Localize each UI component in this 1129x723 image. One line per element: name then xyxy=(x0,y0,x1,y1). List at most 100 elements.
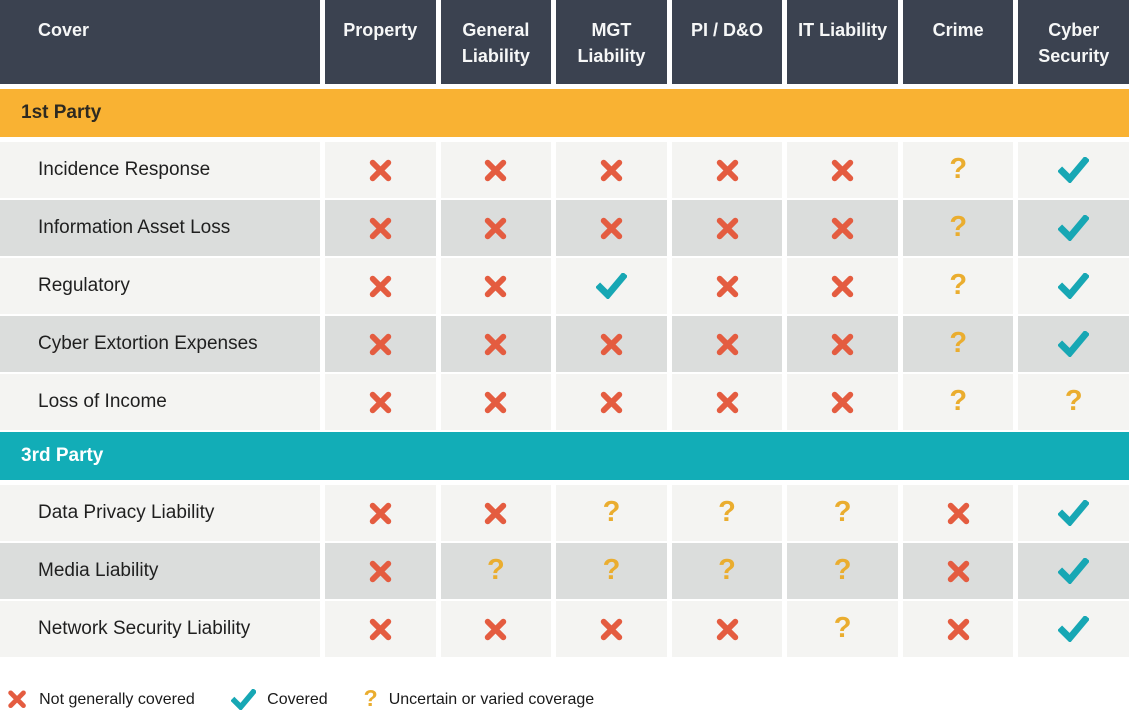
coverage-cell xyxy=(787,316,898,372)
cross-icon xyxy=(600,391,623,413)
coverage-cell xyxy=(325,374,436,430)
coverage-cell xyxy=(671,200,783,256)
table-row: Regulatory? xyxy=(0,258,1129,314)
header-cell-property: Property xyxy=(325,0,436,84)
check-icon xyxy=(1058,616,1090,642)
check-icon xyxy=(1058,500,1090,526)
coverage-cell xyxy=(787,374,898,430)
question-icon: ? xyxy=(363,685,378,711)
question-icon: ? xyxy=(833,495,852,528)
check-icon xyxy=(1058,215,1090,241)
cross-icon xyxy=(716,618,738,640)
cross-icon xyxy=(716,159,738,181)
cross-icon xyxy=(831,275,854,297)
row-label: Cyber Extortion Expenses xyxy=(0,316,320,372)
header-cell-crime: Crime xyxy=(902,0,1014,84)
question-icon: ? xyxy=(718,553,736,586)
coverage-cell: ? xyxy=(787,543,898,599)
coverage-cell xyxy=(787,258,898,314)
coverage-cell xyxy=(671,258,783,314)
coverage-cell xyxy=(671,374,783,430)
check-icon xyxy=(1058,157,1090,183)
cross-icon xyxy=(716,333,738,355)
coverage-cell xyxy=(440,485,552,541)
coverage-cell: ? xyxy=(440,543,552,599)
question-icon: ? xyxy=(487,553,505,586)
cross-icon xyxy=(831,391,854,413)
coverage-cell xyxy=(556,258,667,314)
header-cell-pi-d-o: PI / D&O xyxy=(671,0,783,84)
legend-item: Not generally covered xyxy=(6,689,195,710)
cross-icon xyxy=(600,217,623,239)
legend-item: Covered xyxy=(230,688,328,711)
coverage-cell xyxy=(556,316,667,372)
question-icon: ? xyxy=(949,384,968,417)
coverage-cell: ? xyxy=(671,543,783,599)
row-label: Loss of Income xyxy=(0,374,320,430)
coverage-cell: ? xyxy=(671,485,783,541)
coverage-cell xyxy=(1018,543,1129,599)
section-banner-3rd-party: 3rd Party xyxy=(0,432,1129,480)
cross-icon xyxy=(369,618,392,640)
question-icon: ? xyxy=(949,210,968,243)
cross-icon xyxy=(8,690,26,709)
coverage-cell xyxy=(556,601,667,657)
cross-icon xyxy=(947,560,969,582)
coverage-cell: ? xyxy=(902,200,1014,256)
question-icon: ? xyxy=(1064,384,1083,417)
coverage-cell: ? xyxy=(902,258,1014,314)
cross-icon xyxy=(716,391,738,413)
table-row: Loss of Income?? xyxy=(0,374,1129,430)
coverage-cell xyxy=(1018,316,1129,372)
coverage-cell xyxy=(671,142,783,198)
check-icon xyxy=(1058,273,1090,299)
check-icon xyxy=(1058,331,1090,357)
coverage-table: Cover Property General Liability MGT Liabi… xyxy=(0,0,1129,657)
question-icon: ? xyxy=(718,495,736,528)
cross-icon xyxy=(600,333,623,355)
cross-icon xyxy=(369,275,392,297)
cross-icon xyxy=(831,159,854,181)
question-icon: ? xyxy=(833,553,852,586)
coverage-cell xyxy=(1018,258,1129,314)
coverage-cell xyxy=(325,258,436,314)
coverage-cell xyxy=(440,601,552,657)
cross-icon xyxy=(947,618,969,640)
coverage-cell xyxy=(902,601,1014,657)
question-icon: ? xyxy=(949,326,968,359)
coverage-cell xyxy=(440,316,552,372)
cross-icon xyxy=(600,618,623,640)
header-cell-cyber-security: Cyber Security xyxy=(1018,0,1129,84)
row-label: Network Security Liability xyxy=(0,601,320,657)
question-icon: ? xyxy=(949,268,968,301)
cross-icon xyxy=(716,217,738,239)
legend-label: Uncertain or varied coverage xyxy=(388,690,595,708)
row-label: Data Privacy Liability xyxy=(0,485,320,541)
cross-icon xyxy=(369,333,392,355)
cross-icon xyxy=(485,391,507,413)
coverage-cell: ? xyxy=(902,142,1014,198)
cross-icon xyxy=(485,159,507,181)
coverage-cell xyxy=(325,200,436,256)
cross-icon xyxy=(485,333,507,355)
coverage-cell xyxy=(1018,200,1129,256)
coverage-cell: ? xyxy=(556,485,667,541)
question-icon: ? xyxy=(602,553,621,586)
coverage-cell xyxy=(440,374,552,430)
cross-icon xyxy=(485,618,507,640)
coverage-cell xyxy=(325,485,436,541)
table-row: Network Security Liability? xyxy=(0,601,1129,657)
cross-icon xyxy=(369,502,392,524)
header-cell-it-liability: IT Liability xyxy=(787,0,898,84)
header-cell-general-liability: General Liability xyxy=(440,0,552,84)
cross-icon xyxy=(369,560,392,582)
coverage-cell xyxy=(556,200,667,256)
header-cell-cover: Cover xyxy=(0,0,320,84)
coverage-cell xyxy=(325,601,436,657)
coverage-cell: ? xyxy=(787,485,898,541)
coverage-cell xyxy=(671,316,783,372)
check-icon xyxy=(230,688,257,711)
row-label: Media Liability xyxy=(0,543,320,599)
coverage-cell: ? xyxy=(787,601,898,657)
